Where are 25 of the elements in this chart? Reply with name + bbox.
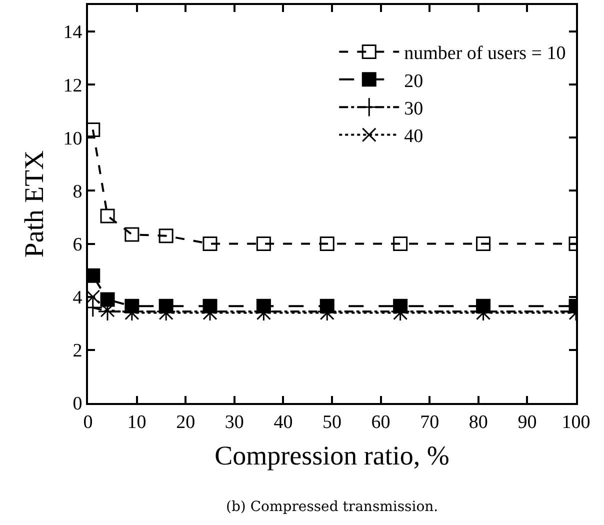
x-tick-label: 70 [420,412,440,433]
legend-label: 20 [404,70,424,92]
x-tick-label: 100 [562,412,590,433]
x-tick-label: 40 [274,412,293,433]
x-tick-label: 30 [224,412,244,433]
x-tick-label: 90 [518,412,537,433]
y-tick-label: 12 [63,75,82,96]
y-tick-label: 4 [72,288,83,309]
y-tick-label: 6 [72,234,82,256]
x-axis-title: Compression ratio, % [214,440,450,471]
legend-label: 40 [404,126,424,148]
y-tick-label: 2 [72,340,82,362]
legend-label: 30 [404,98,424,120]
x-tick-label: 20 [176,412,196,433]
text: (b) Compressed transmission. [226,499,438,515]
y-tick-label: 8 [72,181,82,202]
y-tick-label: 0 [72,394,82,415]
y-tick-label: 10 [63,128,82,150]
y-tick-label: 14 [63,22,83,44]
x-tick-label: 80 [468,412,488,433]
y-axis-title: Path ETX [18,150,49,258]
x-tick-label: 50 [322,412,342,433]
legend-label: number of users = 10 [404,43,566,64]
x-tick-label: 10 [127,412,146,433]
x-tick-label: 60 [371,412,390,433]
